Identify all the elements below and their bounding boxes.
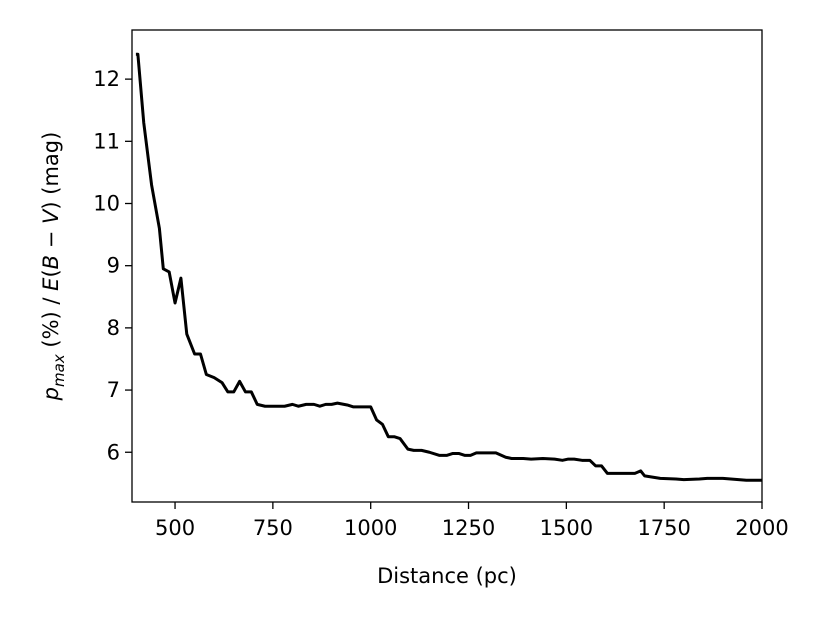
x-tick-label: 1500 [540, 516, 593, 540]
y-axis-label-part: max [50, 354, 68, 387]
x-tick-label: 750 [253, 516, 293, 540]
x-tick-label: 1250 [442, 516, 495, 540]
y-tick-label: 7 [107, 378, 120, 402]
y-axis-label-part: E [39, 277, 63, 291]
y-tick-label: 6 [107, 440, 120, 464]
x-axis-label: Distance (pc) [377, 564, 517, 588]
plot-frame [131, 29, 763, 503]
y-axis-label-part: − [39, 224, 63, 255]
y-axis-label-part: p [39, 387, 63, 401]
y-tick-label: 12 [93, 67, 120, 91]
y-axis-label-part: (%) / [39, 291, 63, 354]
x-tick-label: 500 [155, 516, 195, 540]
y-axis-label: pmax (%) / E(B − V) (mag) [39, 132, 68, 402]
line [135, 52, 762, 482]
y-axis-label-part: B [39, 255, 63, 269]
x-tick-label: 1750 [637, 516, 690, 540]
y-tick-label: 11 [93, 129, 120, 153]
y-tick-label: 9 [107, 254, 120, 278]
y-axis-label-part: ) (mag) [39, 132, 63, 210]
x-tick-label: 1000 [344, 516, 397, 540]
y-tick-label: 10 [93, 192, 120, 216]
y-axis-label-part: V [39, 208, 63, 224]
y-axis-label-part: ( [39, 269, 63, 277]
x-tick-label: 2000 [735, 516, 788, 540]
y-tick-label: 8 [107, 316, 120, 340]
